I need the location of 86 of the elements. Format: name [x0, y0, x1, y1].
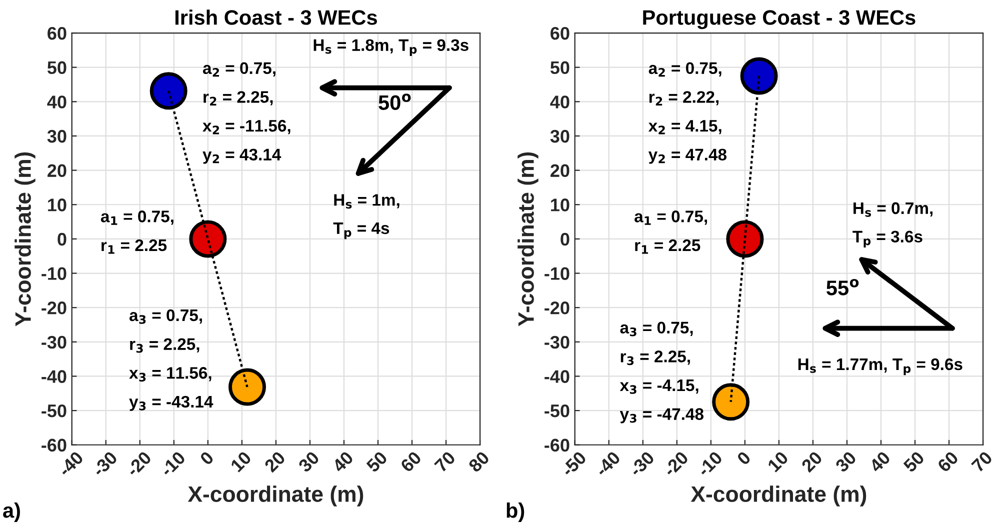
y-tick-label: -60	[544, 438, 570, 452]
x-tick-label: 50	[902, 450, 926, 473]
x-tick-label: 10	[230, 450, 252, 473]
y-tick-label: 60	[550, 26, 570, 40]
y-tick-label: -30	[544, 336, 570, 349]
x-tick-label: 20	[264, 450, 286, 473]
annotation: r$_{1}$ = 2.25	[635, 239, 700, 254]
annotation: 55$^{o}$	[826, 278, 859, 296]
annotation: H$_{s}$ = 1m,	[334, 194, 400, 209]
y-tick-label: -20	[544, 302, 570, 314]
y-tick-label: -50	[42, 404, 66, 418]
annotation: a$_{1}$ = 0.75,	[634, 210, 707, 225]
y-tick-label: 20	[550, 164, 570, 178]
x-tick-label: 80	[468, 450, 490, 473]
annotation: a$_{2}$ = 0.75,	[648, 62, 722, 77]
annotation: a$_{1}$ = 0.75,	[100, 210, 174, 225]
y-tick-label: 50	[550, 61, 570, 74]
x-tick-label: -10	[160, 450, 186, 478]
annotation: y$_{3}$ = -43.14	[129, 396, 214, 411]
x-tick-label: 0	[736, 450, 752, 466]
x-tick-label: -30	[92, 450, 118, 478]
y-tick-label: 0	[58, 232, 66, 246]
x-tick-label: 10	[767, 450, 789, 473]
annotation: r$_{3}$ = 2.25,	[130, 338, 200, 353]
annotation: T$_{p}$ = 4s	[333, 222, 390, 240]
x-tick-label: 60	[400, 450, 422, 473]
y-tick-label: -10	[544, 267, 570, 280]
annotation: y$_{2}$ = 43.14	[202, 148, 282, 164]
annotation: H$_{s}$ = 0.7m,	[854, 202, 933, 217]
y-tick-label: -60	[42, 438, 66, 452]
annotation: H$_{s}$ = 1.8m, T$_{p}$ = 9.3s	[314, 39, 468, 56]
y-tick-label: -40	[42, 370, 66, 383]
annotation: x$_{2}$ = 4.15,	[648, 120, 722, 134]
x-tick-label: 70	[434, 450, 456, 473]
y-tick-label: 40	[47, 96, 66, 108]
chart-title: Irish Coast - 3 WECs	[175, 10, 377, 25]
x-tick-label: 30	[298, 450, 320, 474]
x-tick-label: -20	[126, 450, 152, 478]
annotation: x$_{3}$ = -4.15,	[620, 380, 698, 394]
y-tick-label: 60	[48, 26, 66, 40]
y-tick-label: 10	[551, 198, 570, 212]
x-tick-label: -30	[628, 450, 656, 478]
y-tick-label: 40	[550, 96, 570, 108]
y-tick-label: -20	[42, 302, 66, 314]
text: a)	[3, 502, 20, 522]
x-tick-label: 20	[800, 450, 823, 473]
y-tick-label: 30	[550, 130, 570, 143]
annotation: y$_{2}$ = 47.48	[648, 148, 727, 164]
x-tick-label: 30	[834, 450, 857, 474]
x-tick-label: -40	[594, 450, 621, 478]
x-tick-label: 50	[366, 450, 388, 473]
y-tick-label: 20	[48, 164, 66, 178]
y-axis-title: Y-coordinate (m)	[518, 152, 538, 326]
y-tick-label: -50	[544, 404, 570, 418]
annotation: r$_{2}$ = 2.22,	[649, 91, 718, 106]
annotation: r$_{1}$ = 2.25	[102, 239, 167, 254]
x-tick-label: 0	[199, 450, 214, 466]
annotation: H$_{s}$ = 1.77m, T$_{p}$ = 9.6s	[798, 358, 962, 376]
chart-title: Portuguese Coast - 3 WECs	[643, 10, 916, 30]
y-tick-label: 30	[47, 130, 66, 143]
y-tick-label: 0	[560, 232, 570, 246]
x-axis-title: X-coordinate (m)	[690, 486, 866, 506]
text: b)	[506, 502, 524, 522]
y-tick-label: -30	[42, 336, 66, 349]
y-tick-label: -10	[42, 267, 66, 280]
annotation: a$_{2}$ = 0.75,	[202, 62, 276, 77]
annotation: 50$^{o}$	[378, 94, 411, 110]
x-axis-title: X-coordinate (m)	[188, 486, 364, 506]
y-axis-title: Y-coordinate (m)	[14, 152, 36, 326]
annotation: x$_{2}$ = -11.56,	[202, 120, 290, 134]
x-tick-label: 70	[970, 450, 994, 473]
x-tick-label: 60	[936, 450, 960, 473]
annotation: y$_{3}$ = -47.48	[620, 408, 704, 424]
annotation: a$_{3}$ = 0.75,	[620, 322, 693, 336]
annotation: T$_{p}$ = 3.6s	[852, 230, 922, 248]
y-tick-label: 10	[48, 198, 66, 212]
annotation: r$_{3}$ = 2.25,	[620, 350, 690, 366]
annotation: x$_{3}$ = 11.56,	[129, 367, 212, 382]
annotation: a$_{3}$ = 0.75,	[129, 309, 202, 324]
x-tick-label: -20	[662, 450, 690, 478]
x-tick-label: 40	[868, 450, 891, 474]
y-tick-label: -40	[544, 370, 570, 383]
x-tick-label: -10	[696, 450, 724, 478]
y-tick-label: 50	[47, 61, 66, 74]
x-tick-label: 40	[331, 450, 354, 474]
annotation: r$_{2}$ = 2.25,	[204, 91, 273, 106]
